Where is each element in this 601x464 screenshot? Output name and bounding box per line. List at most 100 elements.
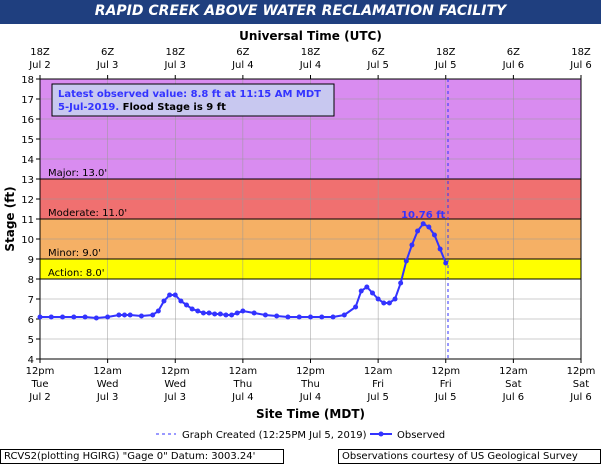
top-tick-time: 18Z xyxy=(436,47,456,58)
observed-point xyxy=(229,312,235,318)
top-tick-date: Jul 3 xyxy=(163,60,186,71)
annotation-line-2: 5-Jul-2019. Flood Stage is 9 ft xyxy=(58,102,226,113)
x-tick-date: Jul 3 xyxy=(163,392,186,403)
x-tick-date: Jul 3 xyxy=(96,392,119,403)
y-tick-label: 16 xyxy=(21,115,34,126)
observed-point xyxy=(217,311,223,317)
peak-value-label: 10.76 ft xyxy=(401,210,445,221)
observed-point xyxy=(341,312,347,318)
x-tick-time: 12pm xyxy=(431,366,460,377)
y-tick-label: 7 xyxy=(28,295,34,306)
observed-point xyxy=(138,313,144,319)
x-tick-day: Tue xyxy=(30,379,48,390)
y-tick-label: 11 xyxy=(21,215,34,226)
observed-point xyxy=(178,298,184,304)
observed-point xyxy=(116,312,122,318)
flood-threshold-label: Major: 13.0' xyxy=(48,168,107,179)
observed-point xyxy=(189,306,195,312)
footer-credit: Observations courtesy of US Geological S… xyxy=(338,449,601,464)
x-tick-day: Thu xyxy=(232,379,252,390)
observed-point xyxy=(93,315,99,321)
annotation-date: 5-Jul-2019. xyxy=(58,102,123,113)
observed-point xyxy=(420,221,426,227)
top-tick-time: 6Z xyxy=(507,47,520,58)
top-tick-date: Jul 4 xyxy=(231,60,254,71)
observed-point xyxy=(364,284,370,290)
y-tick-label: 13 xyxy=(21,175,34,186)
x-tick-time: 12pm xyxy=(26,366,55,377)
y-tick-label: 5 xyxy=(28,335,34,346)
x-tick-day: Fri xyxy=(372,379,384,390)
observed-point xyxy=(212,311,218,317)
x-axis-title: Site Time (MDT) xyxy=(256,407,365,421)
x-tick-date: Jul 4 xyxy=(299,392,322,403)
observed-point xyxy=(105,314,111,320)
x-tick-date: Jul 5 xyxy=(366,392,389,403)
top-tick-time: 18Z xyxy=(301,47,321,58)
observed-point xyxy=(223,312,229,318)
top-tick-date: Jul 6 xyxy=(502,60,525,71)
title-bar xyxy=(0,0,601,24)
flood-threshold-label: Minor: 9.0' xyxy=(48,248,101,259)
y-tick-label: 8 xyxy=(28,275,34,286)
x-tick-date: Jul 6 xyxy=(502,392,525,403)
observed-point xyxy=(206,310,212,316)
observed-point xyxy=(392,296,398,302)
observed-point xyxy=(308,314,313,320)
observed-point xyxy=(375,296,381,302)
top-axis-title: Universal Time (UTC) xyxy=(239,29,382,43)
chart-title: RAPID CREEK ABOVE WATER RECLAMATION FACI… xyxy=(94,3,507,19)
observed-point xyxy=(398,280,404,286)
stage-hydrograph: Major: 13.0' Moderate: 11.0' Minor: 9.0' Ac… xyxy=(3,29,595,441)
y-tick-label: 12 xyxy=(21,195,34,206)
x-tick-date: Jul 5 xyxy=(434,392,457,403)
observed-point xyxy=(369,290,375,296)
y-tick-label: 15 xyxy=(21,135,34,146)
y-axis-title: Stage (ft) xyxy=(3,186,17,251)
observed-point xyxy=(251,310,257,316)
observed-point xyxy=(161,298,167,304)
top-tick-time: 6Z xyxy=(372,47,385,58)
top-tick-date: Jul 2 xyxy=(28,60,51,71)
observed-point xyxy=(409,242,415,248)
flood-threshold-label: Moderate: 11.0' xyxy=(48,208,127,219)
top-tick-time: 18Z xyxy=(571,47,591,58)
observed-point xyxy=(330,314,336,320)
legend-observed-label: Observed xyxy=(397,430,445,441)
observed-point xyxy=(415,228,421,234)
observed-point xyxy=(262,312,268,318)
observed-point xyxy=(386,300,392,306)
legend-observed-marker xyxy=(378,431,384,437)
annotation-box xyxy=(51,83,335,117)
top-tick-date: Jul 5 xyxy=(434,60,457,71)
x-tick-time: 12am xyxy=(93,366,122,377)
observed-point xyxy=(437,246,443,252)
observed-point xyxy=(381,300,387,306)
annotation-line-1: Latest observed value: 8.8 ft at 11:15 A… xyxy=(58,89,321,100)
x-tick-day: Fri xyxy=(440,379,452,390)
observed-point xyxy=(274,313,280,319)
y-tick-label: 6 xyxy=(28,315,34,326)
observed-point xyxy=(172,292,178,298)
y-tick-label: 14 xyxy=(21,155,34,166)
observed-point xyxy=(200,310,206,316)
top-tick-time: 6Z xyxy=(101,47,114,58)
x-tick-day: Sat xyxy=(573,379,589,390)
observed-point xyxy=(48,314,54,320)
x-tick-time: 12pm xyxy=(296,366,325,377)
observed-point xyxy=(195,308,201,314)
y-tick-label: 18 xyxy=(21,75,34,86)
observed-point xyxy=(426,224,432,230)
observed-point xyxy=(167,292,173,298)
x-tick-day: Sat xyxy=(505,379,521,390)
observed-point xyxy=(403,258,409,264)
observed-point xyxy=(443,260,449,266)
observed-point xyxy=(82,314,88,320)
x-tick-date: Jul 2 xyxy=(28,392,51,403)
y-tick-label: 9 xyxy=(28,255,34,266)
x-tick-date: Jul 4 xyxy=(231,392,254,403)
annotation-flood-stage: Flood Stage is 9 ft xyxy=(123,102,226,113)
y-tick-label: 17 xyxy=(21,95,34,106)
observed-point xyxy=(127,312,133,318)
x-tick-date: Jul 6 xyxy=(569,392,592,403)
